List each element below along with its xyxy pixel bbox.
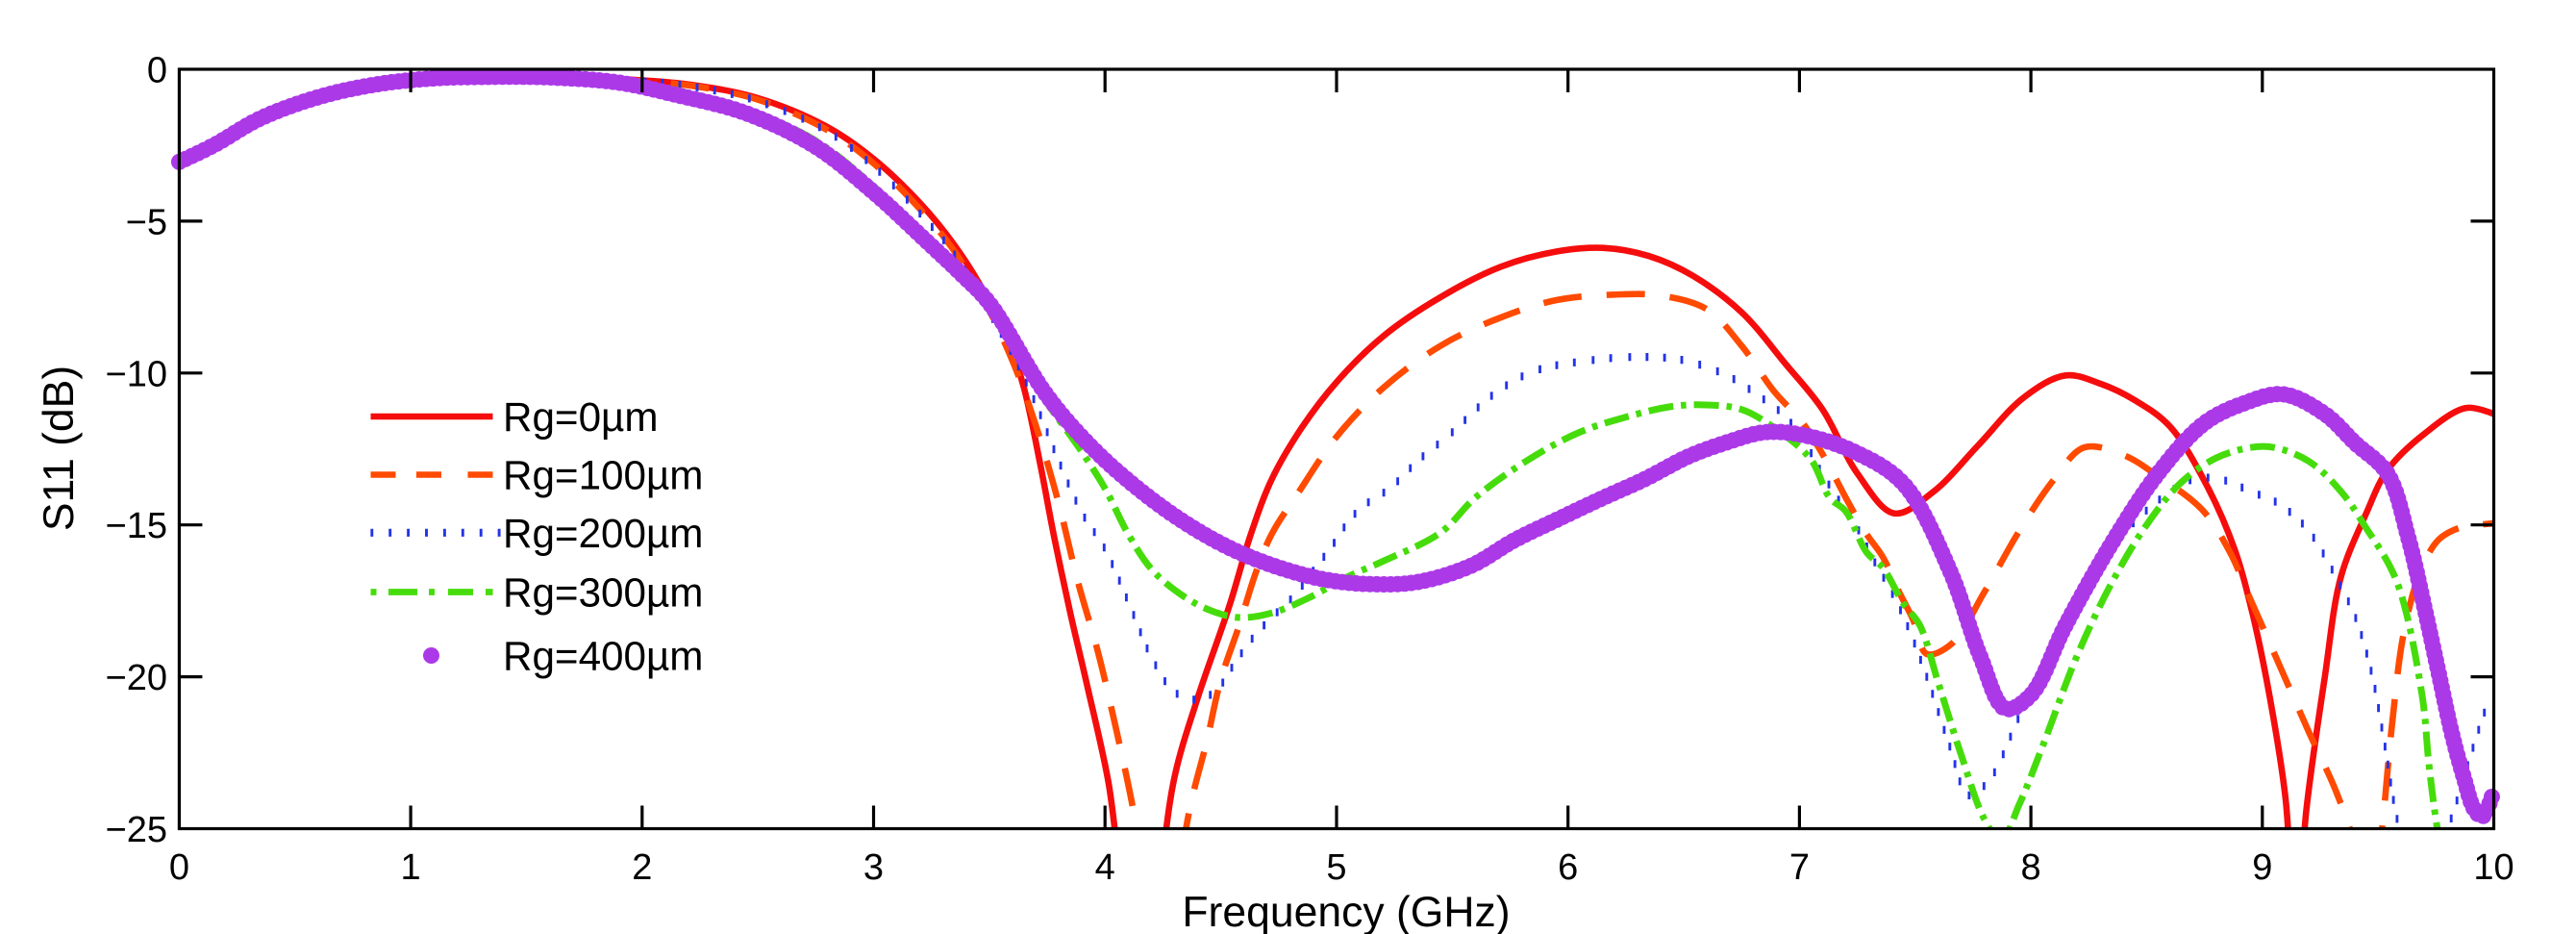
svg-text:−25: −25 bbox=[106, 810, 167, 850]
svg-text:3: 3 bbox=[863, 847, 884, 888]
svg-text:Rg=400µm: Rg=400µm bbox=[503, 634, 703, 679]
svg-text:8: 8 bbox=[2021, 847, 2041, 888]
svg-text:9: 9 bbox=[2252, 847, 2272, 888]
svg-text:Rg=300µm: Rg=300µm bbox=[503, 570, 703, 616]
svg-text:Rg=0µm: Rg=0µm bbox=[503, 394, 658, 440]
svg-text:Rg=100µm: Rg=100µm bbox=[503, 453, 703, 498]
svg-text:10: 10 bbox=[2473, 847, 2513, 888]
svg-text:S11 (dB): S11 (dB) bbox=[36, 366, 83, 531]
svg-text:1: 1 bbox=[401, 847, 421, 888]
svg-text:−10: −10 bbox=[106, 354, 167, 394]
svg-text:7: 7 bbox=[1789, 847, 1810, 888]
svg-text:Frequency (GHz): Frequency (GHz) bbox=[1182, 889, 1510, 934]
svg-text:−15: −15 bbox=[106, 506, 167, 546]
svg-text:−20: −20 bbox=[106, 658, 167, 698]
svg-text:Rg=200µm: Rg=200µm bbox=[503, 511, 703, 556]
svg-text:5: 5 bbox=[1326, 847, 1346, 888]
svg-text:−5: −5 bbox=[126, 202, 167, 242]
svg-text:0: 0 bbox=[147, 51, 167, 91]
svg-text:0: 0 bbox=[169, 847, 189, 888]
svg-text:6: 6 bbox=[1558, 847, 1578, 888]
svg-text:4: 4 bbox=[1095, 847, 1115, 888]
svg-text:2: 2 bbox=[632, 847, 652, 888]
